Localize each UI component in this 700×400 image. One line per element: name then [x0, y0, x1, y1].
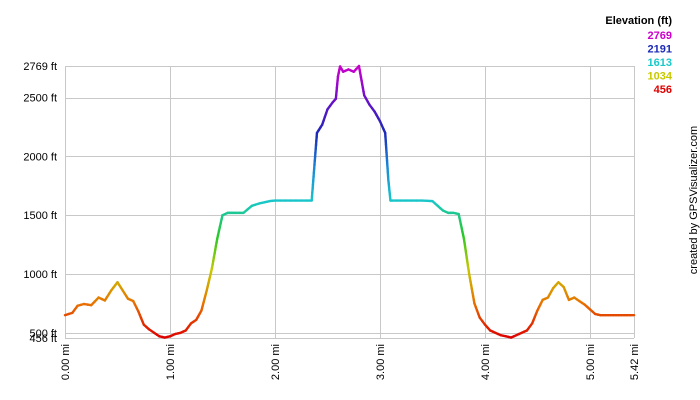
legend-entry: 1034 — [648, 71, 673, 83]
legend-entry: 1613 — [648, 57, 672, 69]
credit-text: created by GPSVisualizer.com — [688, 126, 700, 274]
x-tick-label: 4.00 mi — [480, 344, 492, 380]
x-tick-label: 2.00 mi — [270, 344, 282, 380]
x-tick-label: 5.42 mi — [629, 344, 641, 380]
legend-entry: 2191 — [648, 44, 672, 56]
y-tick-label: 456 ft — [29, 333, 57, 345]
x-tick-label: 3.00 mi — [375, 344, 387, 380]
legend-title: Elevation (ft) — [605, 15, 672, 27]
y-tick-label: 1000 ft — [23, 269, 57, 281]
y-tick-label: 2769 ft — [23, 61, 57, 73]
x-tick-label: 1.00 mi — [165, 344, 177, 380]
x-tick-label: 0.00 mi — [60, 344, 72, 380]
grid-lines — [65, 66, 635, 339]
legend-entry: 456 — [654, 84, 672, 96]
y-tick-label: 500 ft — [29, 328, 57, 340]
elevation-line — [63, 64, 636, 339]
y-tick-label: 1500 ft — [23, 210, 57, 222]
legend-entry: 2769 — [648, 30, 672, 42]
y-tick-label: 2500 ft — [23, 93, 57, 105]
y-tick-label: 2000 ft — [23, 151, 57, 163]
x-tick-label: 5.00 mi — [585, 344, 597, 380]
